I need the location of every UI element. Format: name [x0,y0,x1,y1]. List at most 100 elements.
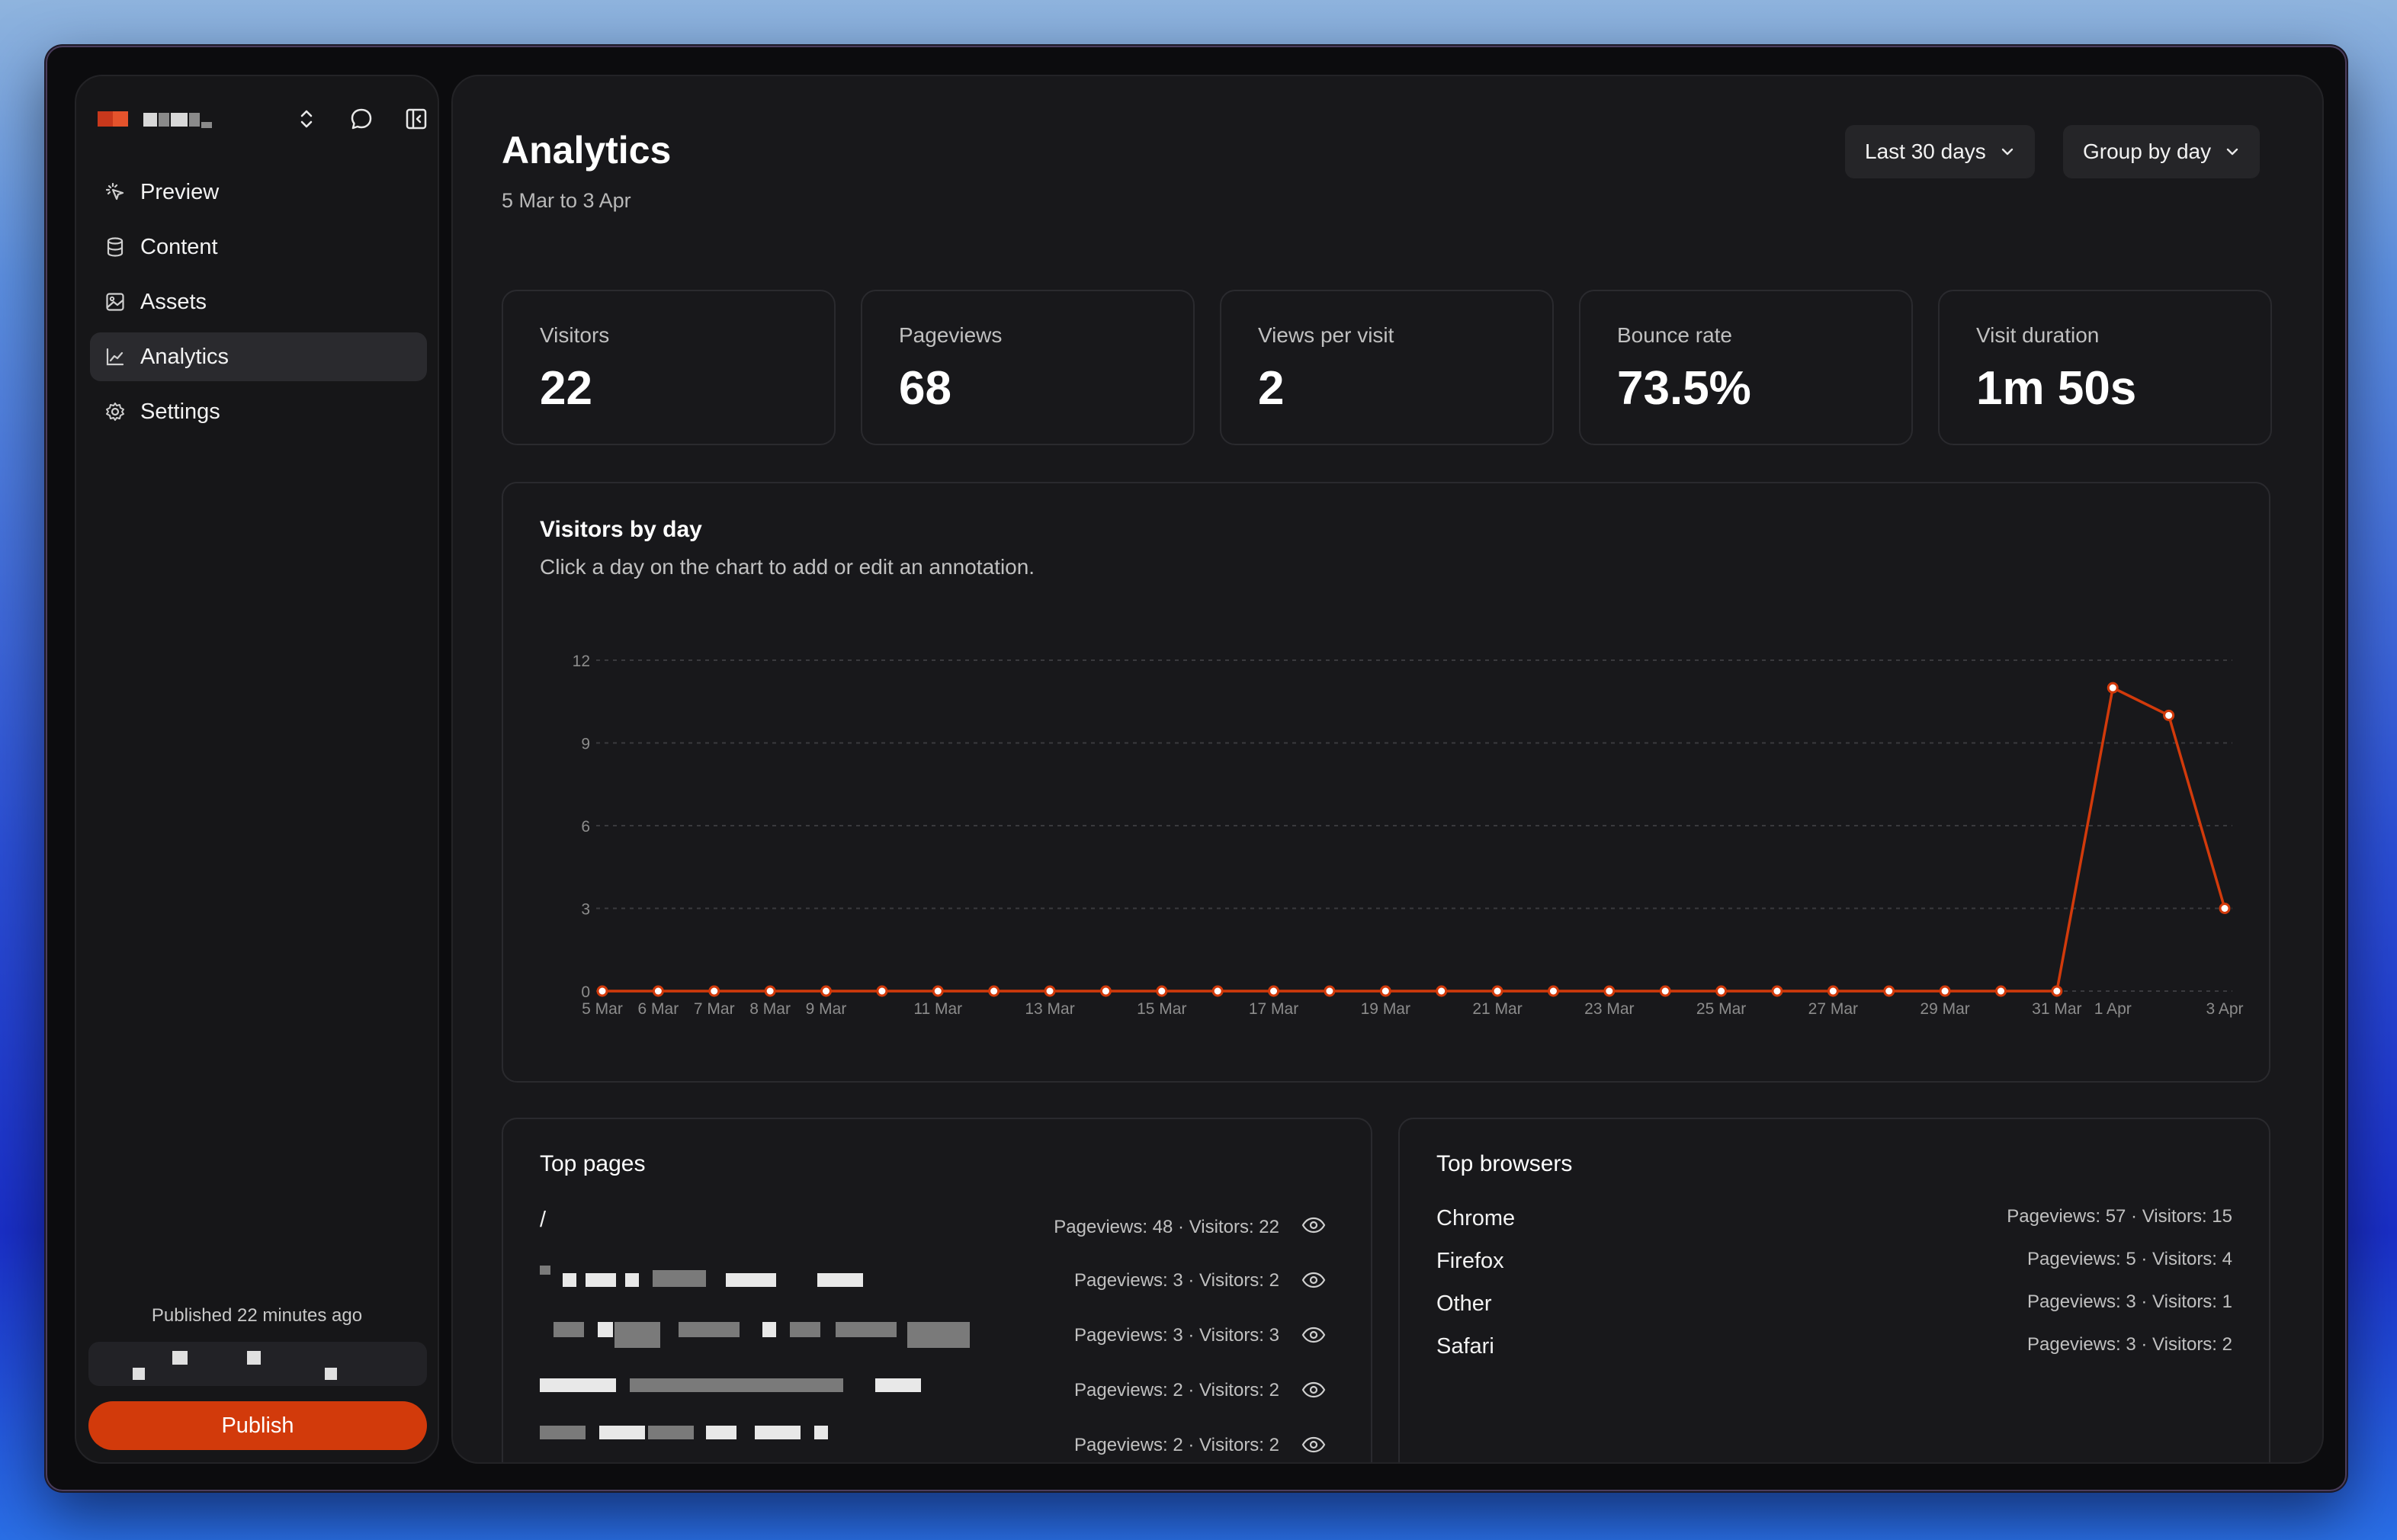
x-tick-label: 29 Mar [1920,1000,1969,1018]
image-icon [104,290,127,313]
data-point[interactable] [1547,985,1559,997]
time-range-value: Last 30 days [1865,140,1986,163]
visitors-chart-card: Visitors by day Click a day on the chart… [502,482,2270,1083]
time-range-select[interactable]: Last 30 days [1845,125,2035,178]
data-point[interactable] [1939,985,1951,997]
data-point[interactable] [1994,985,2007,997]
data-point[interactable] [652,985,664,997]
published-status: Published 22 minutes ago [151,1305,363,1326]
data-point[interactable] [708,985,720,997]
data-point[interactable] [1379,985,1391,997]
data-point[interactable] [1659,985,1671,997]
browser-stats: Pageviews: 57 · Visitors: 15 [2007,1206,2232,1227]
data-point[interactable] [1491,985,1503,997]
page-stats: Pageviews: 3 · Visitors: 3 [1073,1325,1279,1346]
site-url-select[interactable] [88,1342,427,1386]
eye-icon[interactable] [1301,1377,1327,1403]
x-tick-label: 27 Mar [1808,1000,1858,1018]
chart-subtitle: Click a day on the chart to add or edit … [540,555,1035,579]
chevron-up-down-icon[interactable] [290,102,323,136]
sidebar-item-label: Analytics [140,344,229,369]
x-tick-label: 9 Mar [806,1000,847,1018]
date-range-label: 5 Mar to 3 Apr [502,189,631,212]
data-point[interactable] [2163,709,2175,721]
sidebar-item-settings[interactable]: Settings [90,387,427,436]
data-point[interactable] [1044,985,1056,997]
data-point[interactable] [932,985,944,997]
collapse-sidebar-icon[interactable] [400,102,433,136]
eye-icon[interactable] [1301,1212,1327,1238]
stat-label: Visit duration [1976,323,2100,347]
x-tick-label: 15 Mar [1137,1000,1186,1018]
sidebar-item-preview[interactable]: Preview [90,168,427,217]
data-point[interactable] [1436,985,1448,997]
browser-name: Firefox [1436,1249,1504,1273]
browser-name: Other [1436,1291,1492,1316]
data-point[interactable] [988,985,1000,997]
y-tick-label: 0 [581,983,590,1001]
data-point[interactable] [820,985,833,997]
data-point[interactable] [1268,985,1280,997]
eye-icon[interactable] [1301,1432,1327,1458]
stat-card-bounce-rate: Bounce rate 73.5% [1579,290,1913,445]
data-point[interactable] [2219,903,2231,914]
x-tick-label: 13 Mar [1025,1000,1074,1018]
data-point[interactable] [1827,985,1839,997]
data-point[interactable] [1156,985,1168,997]
sidebar-item-content[interactable]: Content [90,223,427,271]
site-switcher[interactable] [98,102,427,136]
cursor-sparkle-icon [104,181,127,204]
x-tick-label: 8 Mar [749,1000,791,1018]
database-icon [104,236,127,258]
data-point[interactable] [1715,985,1728,997]
stat-value: 68 [899,362,951,415]
redacted-url [133,1368,145,1380]
publish-button[interactable]: Publish [88,1401,427,1450]
browser-stats: Pageviews: 3 · Visitors: 2 [2026,1334,2232,1355]
stat-value: 73.5% [1617,362,1751,415]
group-by-select[interactable]: Group by day [2063,125,2261,178]
data-point[interactable] [1099,985,1112,997]
data-point[interactable] [596,985,608,997]
data-point[interactable] [1324,985,1336,997]
data-point[interactable] [1771,985,1783,997]
browser-name: Chrome [1436,1206,1516,1230]
sidebar-item-analytics[interactable]: Analytics [90,332,427,381]
x-tick-label: 23 Mar [1584,1000,1634,1018]
data-point[interactable] [1603,985,1616,997]
sidebar-item-label: Content [140,234,218,259]
stat-card-pageviews: Pageviews 68 [861,290,1195,445]
page-stats: Pageviews: 3 · Visitors: 2 [1073,1270,1279,1291]
top-pages-title: Top pages [540,1151,646,1176]
chevron-down-icon [2001,148,2013,156]
data-point[interactable] [876,985,888,997]
data-point[interactable] [764,985,776,997]
data-point[interactable] [2051,985,2063,997]
eye-icon[interactable] [1301,1267,1327,1293]
sidebar: Preview Content Assets Analytics Setting… [75,75,439,1464]
data-point[interactable] [1211,985,1224,997]
data-point[interactable] [1883,985,1895,997]
site-name-redacted [189,113,200,127]
series-line [602,686,2226,993]
top-pages-card: Top pages / Pageviews: 48 · Visitors: 22… [502,1118,1372,1462]
top-browsers-title: Top browsers [1436,1151,1573,1176]
top-browsers-card: Top browsers Chrome Pageviews: 57 · Visi… [1398,1118,2270,1462]
site-name-redacted [143,113,157,127]
site-name-redacted [159,113,169,127]
sidebar-item-label: Preview [140,179,220,204]
browser-stats: Pageviews: 3 · Visitors: 1 [2026,1291,2232,1312]
chevron-down-icon [2226,148,2238,156]
chat-bubble-icon[interactable] [345,102,378,136]
sidebar-item-label: Assets [140,289,207,314]
sidebar-nav: Preview Content Assets Analytics Setting… [90,168,427,442]
x-tick-label: 7 Mar [694,1000,735,1018]
stat-label: Pageviews [899,323,1003,347]
sidebar-item-assets[interactable]: Assets [90,278,427,326]
eye-icon[interactable] [1301,1322,1327,1348]
data-point[interactable] [2107,682,2119,694]
sidebar-item-label: Settings [140,399,220,424]
visitors-line-chart[interactable]: 0 3 6 9 12 5 Mar 6 Mar 7 Mar 8 Mar 9 Mar 11 Mar 13 … [503,483,2269,1081]
page-title: Analytics [502,129,672,172]
site-logo [98,111,128,127]
